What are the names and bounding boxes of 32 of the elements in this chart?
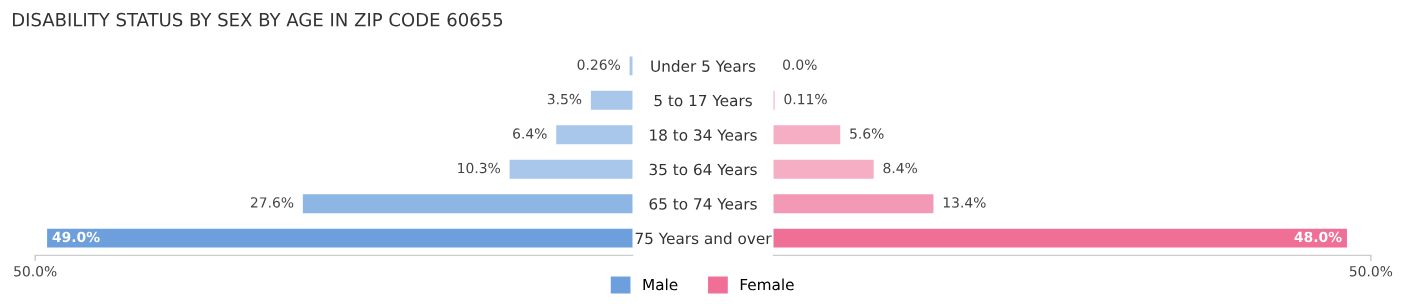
data-label: 10.3% bbox=[458, 162, 501, 174]
y-tick-label: 35 to 64 Years bbox=[649, 163, 757, 176]
legend-label: Female bbox=[740, 278, 794, 291]
legend-label: Male bbox=[643, 278, 678, 291]
data-label: 48.0% bbox=[1294, 231, 1342, 243]
x-tick-label: 50.0% bbox=[1349, 266, 1393, 277]
data-label: 5.6% bbox=[850, 128, 884, 139]
data-label: 8.4% bbox=[883, 162, 918, 174]
data-label: 13.4% bbox=[943, 197, 986, 208]
data-label: 0.11% bbox=[784, 93, 827, 105]
data-label: 3.5% bbox=[547, 93, 582, 105]
data-label: 0.26% bbox=[577, 59, 620, 70]
y-tick-label: 5 to 17 Years bbox=[654, 94, 752, 107]
bar bbox=[302, 194, 633, 214]
bar bbox=[590, 90, 633, 110]
bar bbox=[509, 159, 633, 179]
data-label: 49.0% bbox=[52, 231, 100, 243]
y-tick-label: 65 to 74 Years bbox=[649, 198, 757, 210]
bar bbox=[556, 125, 633, 145]
data-label: 0.0% bbox=[783, 59, 817, 70]
bar bbox=[773, 159, 874, 179]
data-label: 27.6% bbox=[250, 197, 294, 208]
bar bbox=[47, 228, 633, 248]
bar bbox=[773, 194, 934, 214]
y-tick-label: 18 to 34 Years bbox=[650, 129, 757, 141]
data-label: 6.4% bbox=[513, 128, 547, 139]
bar bbox=[773, 125, 841, 145]
chart-title: DISABILITY STATUS BY SEX BY AGE IN ZIP CODE 60655 bbox=[13, 12, 503, 27]
y-tick-label: 75 Years and over bbox=[635, 232, 772, 245]
x-tick-label: 50.0% bbox=[14, 266, 57, 277]
bar bbox=[773, 228, 1347, 248]
y-tick-label: Under 5 Years bbox=[651, 60, 756, 72]
